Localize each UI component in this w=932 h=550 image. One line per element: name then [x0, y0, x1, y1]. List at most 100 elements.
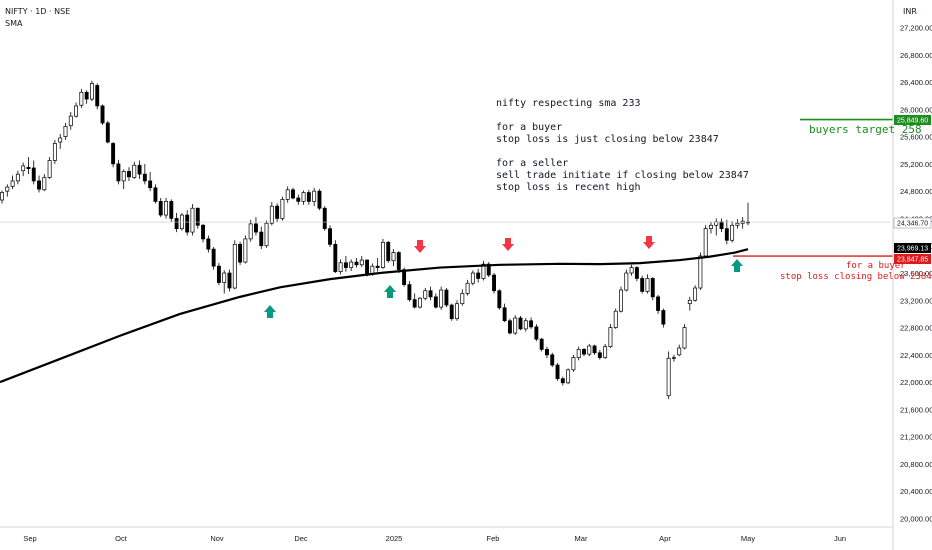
candle [566, 368, 571, 385]
note-line-5: sell trade initiate if closing below 238… [496, 170, 749, 181]
candle [158, 197, 163, 218]
candle [185, 210, 190, 236]
candle [460, 289, 465, 306]
note-line-6: stop loss is recent high [496, 182, 641, 193]
candle [15, 170, 20, 185]
y-tick-label: 22,000.00 [900, 378, 932, 387]
candle [687, 296, 692, 311]
candle [666, 351, 671, 400]
candle [5, 184, 10, 197]
candle [285, 186, 290, 203]
candle [275, 203, 280, 222]
y-tick-label: 22,400.00 [900, 351, 932, 360]
candle [634, 266, 639, 282]
x-tick-label: 2025 [386, 534, 403, 543]
candle [619, 286, 623, 313]
candle [682, 324, 687, 350]
candle [63, 122, 68, 141]
candle [724, 219, 729, 245]
candle [137, 160, 142, 179]
candle [153, 184, 158, 204]
candle [164, 197, 168, 219]
candle [0, 190, 4, 204]
candle [492, 273, 496, 294]
candle [433, 293, 438, 309]
candle [148, 172, 153, 192]
candle [550, 352, 555, 368]
candle [719, 218, 724, 233]
candle [513, 315, 518, 336]
candle [259, 226, 264, 250]
candle [169, 199, 174, 222]
candle [111, 142, 116, 168]
candle [296, 194, 301, 205]
x-tick-label: Oct [115, 534, 128, 543]
candle [645, 274, 650, 294]
candle [52, 140, 57, 164]
candle [211, 247, 216, 270]
candle [476, 268, 481, 283]
candle [693, 285, 698, 302]
candle [349, 259, 354, 271]
candle [359, 255, 364, 267]
candle [597, 350, 602, 360]
candle [470, 270, 475, 286]
candle [656, 294, 661, 314]
y-tick-label: 20,800.00 [900, 460, 932, 469]
candle [418, 296, 422, 309]
note-line-4: for a seller [496, 158, 569, 169]
level-lines [0, 118, 893, 257]
price-labels: 25,849.60 24,346.70 23,969.13 23,847.85 [893, 115, 932, 264]
y-tick-label: 27,200.00 [900, 24, 932, 33]
down-arrow-icon [414, 240, 426, 253]
candles [0, 80, 750, 400]
candle [142, 163, 147, 185]
candle [650, 277, 655, 301]
candle [624, 269, 629, 292]
svg-text:23,969.13: 23,969.13 [897, 246, 928, 253]
candle [127, 167, 131, 181]
up-arrow-icon [731, 259, 743, 272]
candle [539, 337, 544, 352]
indicator-label[interactable]: SMA [5, 19, 23, 28]
candle [502, 303, 507, 323]
candle [264, 220, 269, 248]
x-tick-label: Apr [659, 534, 671, 543]
candle [671, 354, 676, 362]
candle [613, 308, 618, 329]
price-label: 23,847.85 [894, 254, 931, 264]
candle [714, 218, 719, 236]
candle [523, 318, 528, 332]
candle [507, 318, 512, 335]
candle [518, 315, 523, 331]
candle [254, 217, 258, 236]
candle [269, 202, 274, 226]
y-tick-label: 21,200.00 [900, 433, 932, 442]
candle [105, 120, 110, 144]
candle [735, 219, 740, 229]
candle [201, 223, 205, 243]
candle [455, 300, 459, 321]
y-tick-label: 23,200.00 [900, 296, 932, 305]
currency-label: INR [903, 7, 917, 16]
candle [576, 346, 581, 361]
candle [280, 196, 285, 221]
y-tick-label: 25,200.00 [900, 160, 932, 169]
x-axis-ticks: Sep Oct Nov Dec 2025 Feb Mar Apr May Jun [23, 534, 846, 543]
candle [529, 317, 534, 329]
candle [206, 235, 211, 253]
candle [391, 249, 396, 267]
candle [354, 257, 359, 268]
stop-title-text: for a buyer [846, 261, 906, 271]
candle [481, 260, 486, 281]
candle [380, 238, 385, 269]
symbol-title[interactable]: NIFTY · 1D · NSE [5, 7, 71, 16]
svg-text:25,849.60: 25,849.60 [897, 118, 928, 125]
candle [37, 175, 41, 193]
candle [238, 241, 243, 265]
svg-text:23,847.85: 23,847.85 [897, 257, 928, 264]
candle [343, 255, 348, 272]
candle [291, 187, 295, 200]
candle [10, 175, 15, 190]
